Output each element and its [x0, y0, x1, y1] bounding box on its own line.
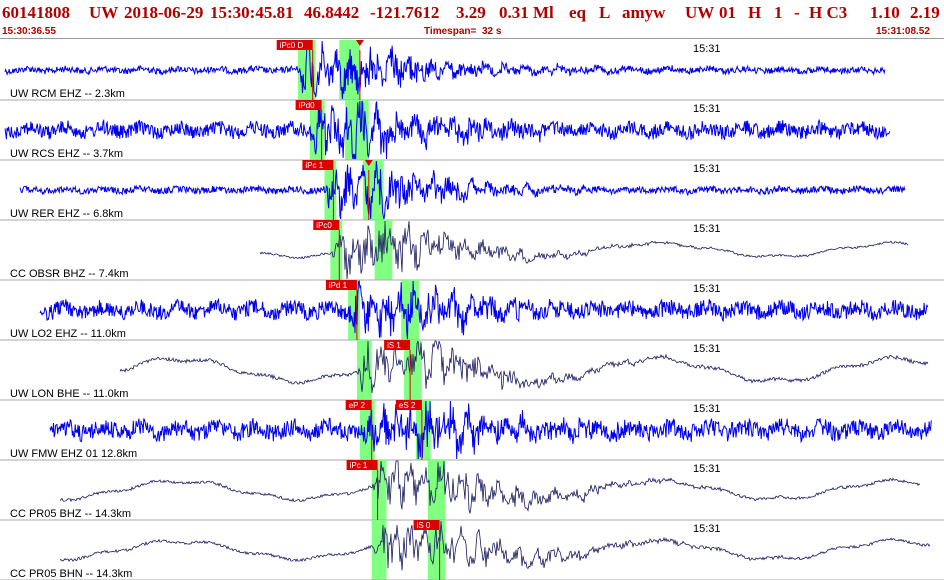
waveform-trace — [49, 400, 932, 460]
pick-window — [371, 460, 387, 520]
location-flag: L — [599, 3, 611, 22]
pick-flag[interactable] — [276, 40, 313, 50]
minute-tick-label: 15:31 — [693, 163, 721, 175]
station-label: CC PR05 BHZ -- 14.3km — [10, 508, 131, 520]
error: 2.19 — [910, 3, 940, 22]
latitude: 46.8442 — [304, 3, 360, 22]
network-code: UW — [89, 3, 119, 22]
quality: H C3 — [809, 3, 848, 22]
waveform-trace — [4, 100, 891, 160]
minute-tick-label: 15:31 — [693, 223, 721, 235]
author-net: UW — [685, 3, 715, 22]
trace-row[interactable]: 15:31 iS 1 UW LON BHE -- 11.0km — [0, 340, 944, 401]
dash: - — [794, 3, 800, 22]
trace-row[interactable]: 15:31 iPc0 CC OBSR BHZ -- 7.4km — [0, 220, 944, 281]
pick-flag-label: iPd0 — [299, 101, 316, 110]
timespan-label: Timespan= — [424, 26, 477, 37]
station-label: UW FMW EHZ 01 12.8km — [10, 448, 137, 460]
trace-row[interactable]: 15:31 eP 2 eS 2 UW FMW EHZ 01 12.8km — [0, 400, 944, 461]
station-label: UW LO2 EHZ -- 11.0km — [10, 328, 126, 340]
minute-tick-label: 15:31 — [693, 523, 721, 535]
pick-window — [330, 220, 343, 280]
pick-flag-label: iPc 1 — [350, 461, 368, 470]
end-time: 15:31:08.52 — [876, 26, 930, 37]
pick-window — [356, 340, 372, 400]
magnitude: 0.31 Ml — [499, 3, 554, 22]
start-time: 15:30:36.55 — [2, 26, 56, 37]
timespan-value: 32 s — [482, 26, 502, 37]
pick-marker[interactable] — [355, 40, 364, 46]
pick-flag-label: iS 1 — [387, 341, 401, 350]
waveform-trace — [119, 340, 929, 394]
event-header: 60141808 UW 2018-06-29 15:30:45.81 46.84… — [0, 0, 944, 39]
pick-window — [348, 280, 360, 340]
waveform-trace — [59, 520, 931, 571]
event-type: eq — [569, 3, 586, 22]
waveform-trace — [19, 160, 906, 220]
rms: 1.10 — [870, 3, 900, 22]
trace-row[interactable]: 15:31 iPd 1 UW LO2 EHZ -- 11.0km — [0, 280, 944, 341]
pick-flag-label: iPd 1 — [329, 281, 348, 290]
station-label: UW RCM EHZ -- 2.3km — [10, 88, 125, 100]
trace-row[interactable]: 15:31 iPd0 UW RCS EHZ -- 3.7km — [0, 100, 944, 161]
event-summary-line: 60141808 UW 2018-06-29 15:30:45.81 46.84… — [2, 3, 942, 25]
waveform-trace — [4, 40, 886, 100]
pick-flag[interactable] — [384, 340, 411, 350]
count: 1 — [774, 3, 783, 22]
trace-row[interactable]: 15:31 iS 0 CC PR05 BHN -- 14.3km — [0, 520, 944, 580]
waveform-trace — [259, 220, 909, 280]
depth: 3.29 — [456, 3, 486, 22]
pick-flag[interactable] — [325, 280, 357, 290]
pick-flag[interactable] — [302, 160, 334, 170]
pick-flag[interactable] — [345, 400, 372, 410]
station-label: CC OBSR BHZ -- 7.4km — [10, 268, 129, 280]
minute-tick-label: 15:31 — [693, 463, 721, 475]
pick-window — [401, 280, 419, 340]
pick-flag[interactable] — [395, 400, 422, 410]
longitude: -121.7612 — [370, 3, 440, 22]
pick-flag-label: iPc0 D — [280, 41, 304, 50]
pick-flag-label: eS 2 — [399, 401, 416, 410]
review-flag: H — [748, 3, 762, 22]
station-label: UW RER EHZ -- 6.8km — [10, 208, 123, 220]
minute-tick-label: 15:31 — [693, 403, 721, 415]
origin-date: 2018-06-29 — [124, 3, 204, 22]
pick-flag-label: iS 0 — [417, 521, 431, 530]
pick-window — [324, 160, 337, 220]
minute-tick-label: 15:31 — [693, 283, 721, 295]
pick-flag[interactable] — [313, 220, 340, 230]
pick-flag-label: iPc 1 — [305, 161, 323, 170]
pick-flag[interactable] — [346, 460, 378, 470]
station-label: UW RCS EHZ -- 3.7km — [10, 148, 123, 160]
waveform-trace — [59, 460, 921, 514]
pick-flag-label: iPc0 — [316, 221, 332, 230]
minute-tick-label: 15:31 — [693, 103, 721, 115]
pick-window — [427, 460, 446, 520]
pick-window — [404, 340, 422, 400]
origin-time: 15:30:45.81 — [210, 3, 294, 22]
station-label: CC PR05 BHN -- 14.3km — [10, 568, 132, 580]
minute-tick-label: 15:31 — [693, 43, 721, 55]
time-window-line: 15:30:36.55 Timespan= 32 s 15:31:08.52 — [0, 26, 944, 38]
pick-window — [427, 520, 446, 580]
analyst: amyw — [622, 3, 666, 22]
waveform-trace — [39, 280, 929, 340]
station-label: UW LON BHE -- 11.0km — [10, 388, 128, 400]
event-id: 60141808 — [2, 3, 70, 22]
pick-flag-label: eP 2 — [349, 401, 366, 410]
pick-flag[interactable] — [413, 520, 440, 530]
minute-tick-label: 15:31 — [693, 343, 721, 355]
pick-marker[interactable] — [364, 160, 373, 166]
trace-row[interactable]: 15:31 iPc 1 CC PR05 BHZ -- 14.3km — [0, 460, 944, 521]
pick-flag[interactable] — [295, 100, 322, 110]
version: 01 — [719, 3, 736, 22]
